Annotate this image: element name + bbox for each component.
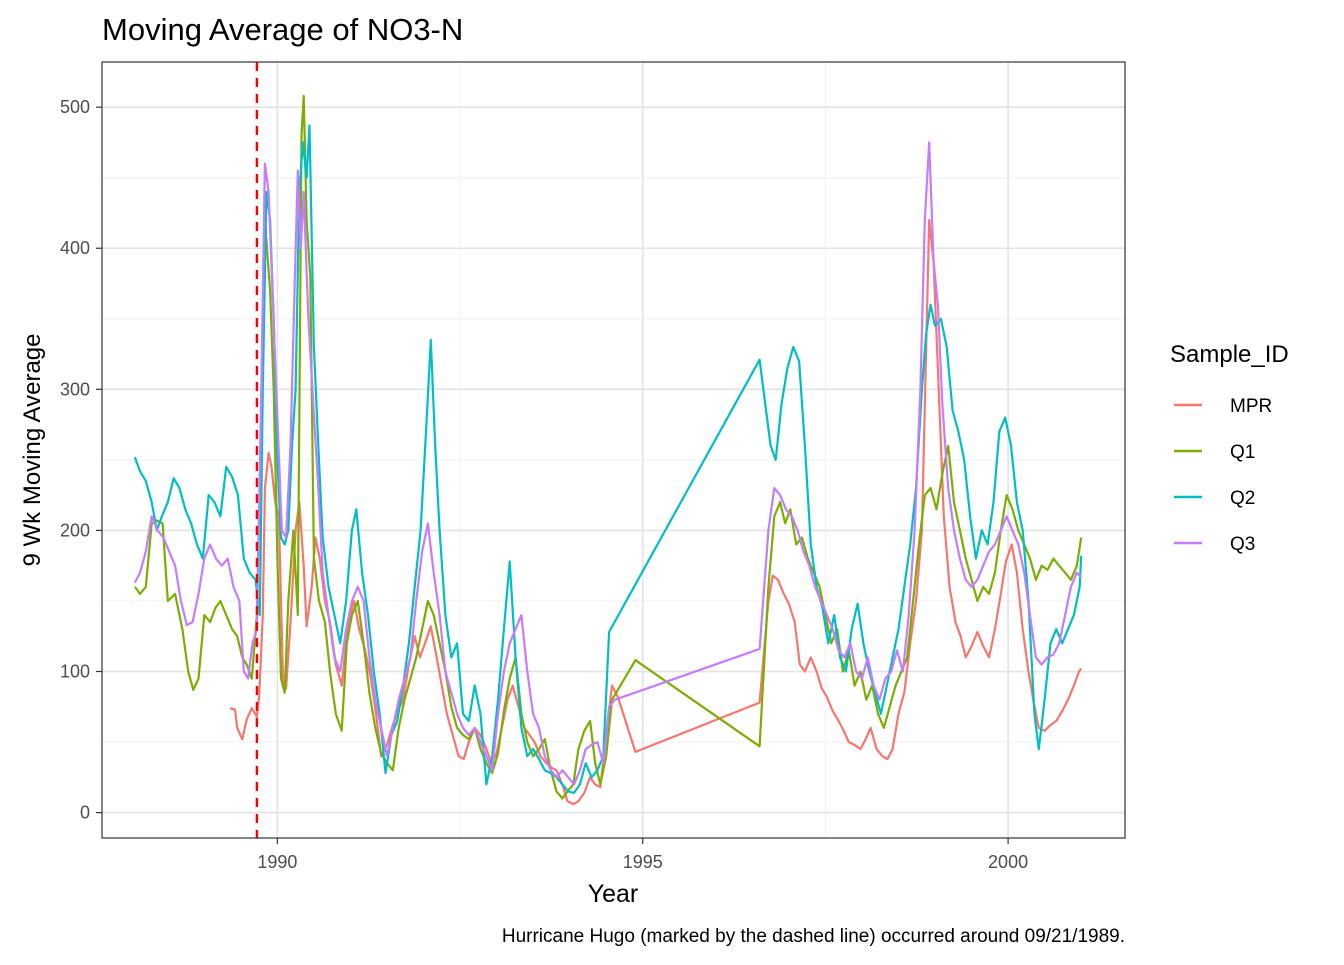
x-axis-label: Year (588, 880, 639, 908)
plot-panel (102, 62, 1125, 838)
y-tick-label: 400 (60, 238, 90, 258)
legend: Sample_ID MPR Q1 Q2 Q3 (1170, 341, 1289, 555)
series-line-q3 (133, 141, 1082, 786)
chart-title: Moving Average of NO3-N (102, 12, 463, 47)
y-tick-label: 0 (80, 803, 90, 823)
x-tick-label: 1990 (257, 852, 297, 872)
legend-title: Sample_ID (1170, 341, 1289, 368)
y-tick-label: 300 (60, 379, 90, 399)
legend-label-q3: Q3 (1230, 534, 1255, 555)
x-axis-ticks: 1990 1995 2000 (257, 838, 1028, 872)
y-axis-ticks: 0 100 200 300 400 500 (60, 97, 102, 823)
x-tick-label: 1995 (623, 852, 663, 872)
chart-caption: Hurricane Hugo (marked by the dashed lin… (502, 926, 1125, 947)
x-tick-label: 2000 (988, 852, 1028, 872)
y-tick-label: 200 (60, 520, 90, 540)
legend-label-mpr: MPR (1230, 396, 1272, 417)
series-line-q2 (133, 124, 1083, 794)
y-tick-label: 500 (60, 97, 90, 117)
legend-label-q2: Q2 (1230, 488, 1255, 509)
legend-entries: MPR Q1 Q2 Q3 (1174, 396, 1272, 555)
series-line-mpr (229, 218, 1083, 806)
legend-label-q1: Q1 (1230, 442, 1255, 463)
plot-border (101, 61, 1126, 839)
y-tick-label: 100 (60, 662, 90, 682)
series-layer (133, 62, 1083, 838)
y-axis-label: 9 Wk Moving Average (19, 333, 46, 566)
series-line-q1 (134, 94, 1083, 800)
